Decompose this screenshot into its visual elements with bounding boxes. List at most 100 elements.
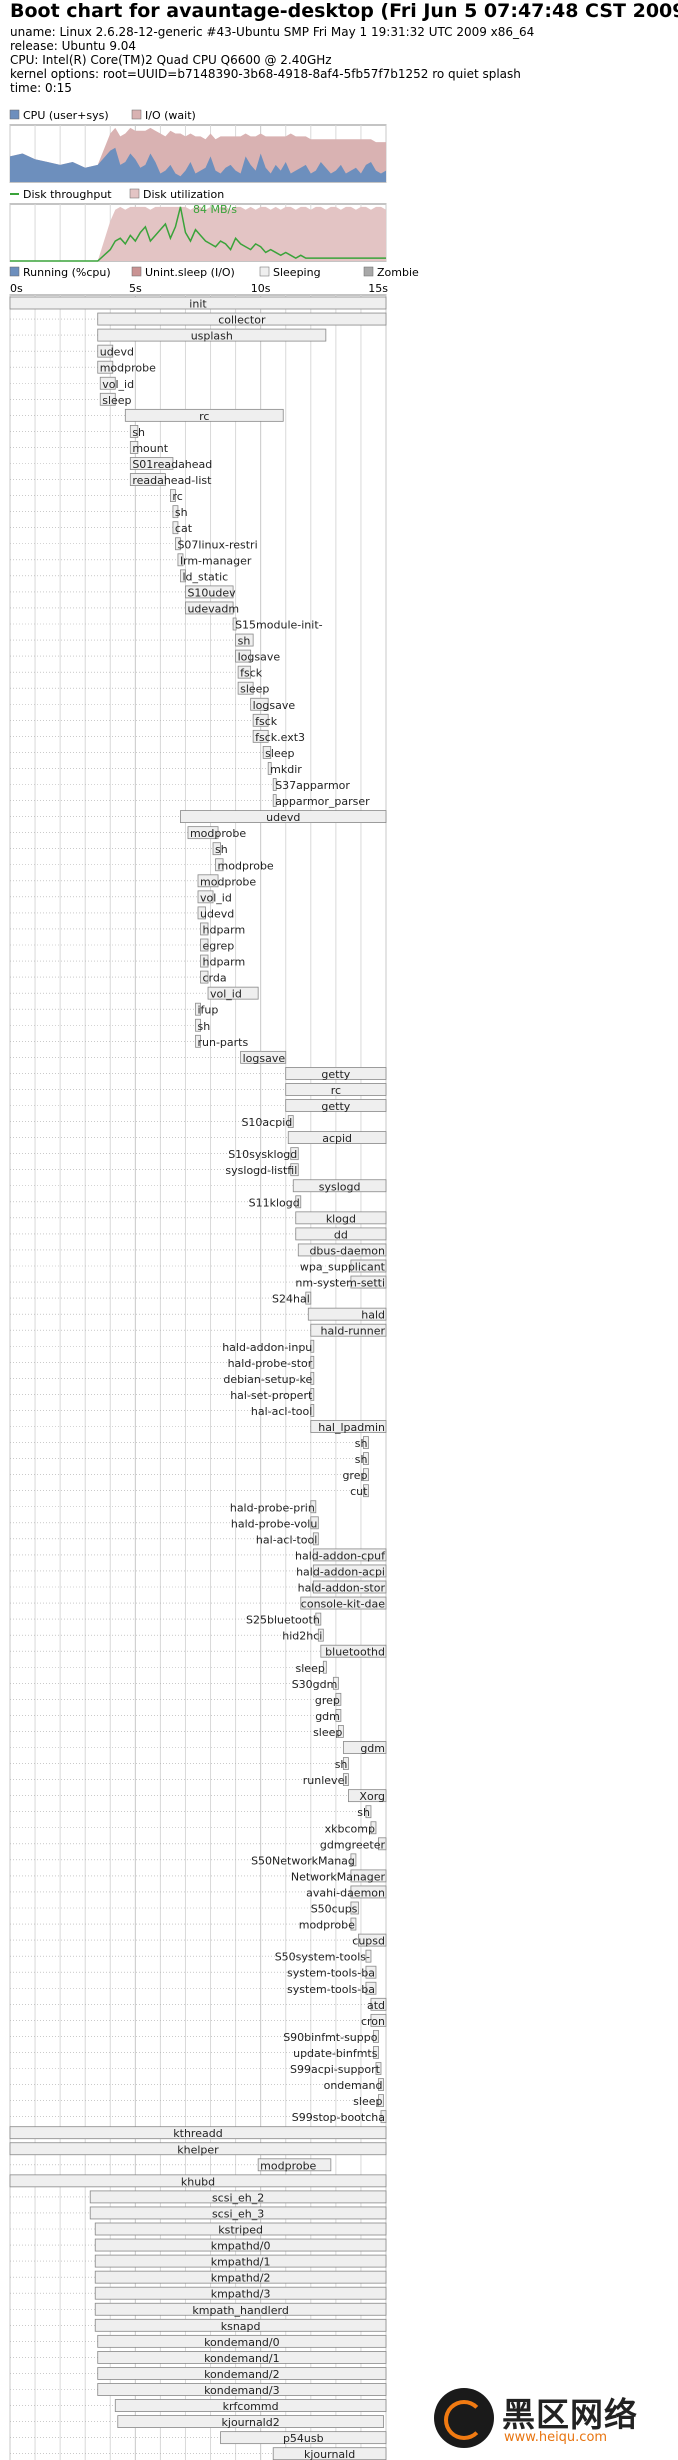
disk-throughput-line (10, 206, 386, 262)
process-bar (365, 1981, 377, 1995)
process-label: logsave (238, 651, 281, 664)
process-label: syslogd (319, 1180, 361, 1193)
process-label: modprobe (260, 2159, 316, 2172)
disk-util-legend-label: Disk utilization (143, 188, 224, 201)
process-bar (94, 2222, 387, 2236)
process-label: getty (321, 1068, 350, 1081)
process-label: gdmgreeter (320, 1838, 386, 1851)
process-bar (350, 1917, 357, 1931)
process-bar (350, 1853, 357, 1867)
cpu-line: CPU: Intel(R) Core(TM)2 Quad CPU Q6600 @… (10, 53, 332, 67)
process-bar (97, 2383, 387, 2396)
process-label: p54usb (283, 2432, 324, 2445)
process-label: system-tools-ba (287, 1967, 375, 1980)
watermark-url: www.heiqu.com (504, 2430, 608, 2445)
process-bar (200, 922, 209, 936)
process-bar (172, 505, 179, 519)
io-legend-label: I/O (wait) (145, 109, 196, 122)
process-bar (94, 2238, 387, 2252)
process-label: kmpathd/3 (211, 2288, 271, 2301)
process-bar (89, 2190, 387, 2204)
process-label: modprobe (299, 1919, 355, 1932)
process-bar (180, 569, 186, 583)
process-bar (322, 1660, 327, 1674)
kernel-line: kernel options: root=UUID=b7148390-3b68-… (10, 67, 521, 81)
process-label: hal-acl-tool (251, 1405, 312, 1418)
process-label: kmpath_handlerd (192, 2304, 288, 2317)
process-label: NetworkManager (291, 1870, 386, 1883)
process-legend-2-swatch (259, 266, 270, 277)
process-bar (129, 424, 139, 438)
process-bar (97, 360, 114, 374)
process-label: kthreadd (173, 2127, 222, 2140)
process-bar (378, 2094, 384, 2108)
cpu-legend-swatch (9, 109, 20, 120)
process-bar (129, 441, 139, 454)
process-bar (257, 2158, 332, 2172)
process-legend-1-swatch (131, 266, 142, 277)
process-label: S25bluetooth (246, 1614, 320, 1627)
process-bar (285, 1067, 387, 1080)
process-bar (310, 1323, 387, 1337)
process-bar (365, 1949, 372, 1963)
process-bar (252, 713, 269, 727)
process-bar (94, 2286, 387, 2300)
disk-util-area (10, 206, 386, 261)
throughput-legend-label: Disk throughput (23, 188, 112, 201)
process-label: S50cups (311, 1903, 358, 1916)
uname-line: uname: Linux 2.6.28-12-generic #43-Ubunt… (10, 25, 535, 39)
process-label: sh (357, 1806, 370, 1819)
process-bar (380, 2110, 387, 2124)
process-bar (9, 2174, 387, 2188)
process-bar (310, 1355, 315, 1369)
process-label: getty (321, 1100, 350, 1113)
process-label: S10sysklogd (228, 1148, 297, 1161)
process-bar (335, 1709, 342, 1722)
process-label: sleep (102, 394, 131, 407)
process-label: cron (361, 2015, 385, 2028)
process-bar (373, 2046, 379, 2059)
process-bar (215, 858, 224, 872)
process-bar (9, 296, 387, 310)
process-label: sh (215, 843, 228, 856)
process-bar (363, 1436, 369, 1449)
process-bar (195, 1018, 201, 1032)
process-label: S10acpid (241, 1116, 292, 1129)
process-label: hald-addon-inpu (222, 1341, 312, 1354)
process-label: console-kit-dae (301, 1598, 385, 1611)
process-label: kstriped (218, 2224, 263, 2237)
process-label: sh (335, 1758, 348, 1771)
process-label: modprobe (190, 827, 246, 840)
process-label: usplash (191, 330, 233, 343)
process-label: apparmor_parser (275, 795, 370, 808)
process-label: S99stop-bootcha (292, 2111, 385, 2124)
page-title: Boot chart for avauntage-desktop (Fri Ju… (10, 0, 678, 22)
process-label: cupsd (352, 1935, 385, 1948)
process-label: hald-runner (321, 1325, 386, 1338)
process-label: hald-probe-stor (228, 1357, 313, 1370)
process-bar (207, 986, 259, 1000)
process-bar (235, 649, 252, 663)
x-tick-label: 15s (368, 282, 388, 295)
process-label: sh (197, 1020, 210, 1033)
process-label: xkbcomp (325, 1822, 375, 1835)
process-label: sleep (240, 683, 269, 696)
process-bar (129, 473, 166, 486)
process-label: S01readahead (132, 458, 212, 471)
io-legend-swatch (131, 109, 142, 120)
process-bar (177, 553, 184, 567)
process-label: sleep (296, 1662, 325, 1675)
process-label: kjournald (304, 2448, 355, 2460)
process-label: S50system-tools- (275, 1951, 370, 1964)
process-bar (129, 457, 174, 470)
process-bar (9, 2126, 387, 2140)
process-bar (365, 1965, 377, 1979)
process-label: system-tools-ba (287, 1983, 375, 1996)
process-label: cut (350, 1485, 368, 1498)
process-label: vol_id (210, 988, 242, 1001)
process-bar (117, 2415, 384, 2429)
process-label: kmpathd/1 (211, 2256, 271, 2269)
process-label: ondemand (324, 2079, 383, 2092)
process-bar (94, 2270, 387, 2284)
disk-util-legend-swatch (129, 188, 140, 199)
